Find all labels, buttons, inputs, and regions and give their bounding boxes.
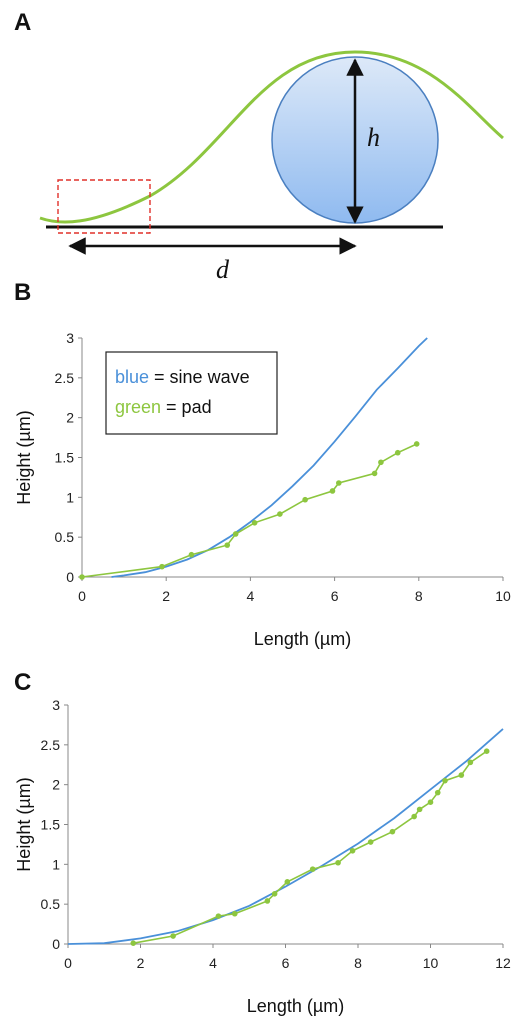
chart-c-y-tick-label: 0 (52, 936, 60, 952)
chart-c-point-pad (335, 859, 341, 866)
chart-c-point-pad (458, 772, 465, 778)
chart-b-y-axis-label: Height (µm) (14, 410, 34, 504)
chart-c-point-pad (416, 806, 423, 813)
chart-c-point-pad (467, 759, 474, 766)
legend-blue-word: blue (115, 367, 149, 387)
chart-c-point-pad (231, 910, 238, 917)
legend-green-word: green (115, 397, 161, 417)
chart-c-x-axis-label: Length (µm) (247, 996, 344, 1016)
chart-b-point-pad (302, 496, 308, 503)
chart-c-point-pad (389, 828, 396, 835)
chart-c-series-pad (133, 750, 488, 944)
chart-b-x-tick-label: 2 (162, 588, 170, 604)
chart-b-point-pad (371, 470, 378, 477)
distance-label: d (216, 255, 230, 284)
chart-b-y-tick-label: 0 (66, 569, 74, 585)
chart-c-point-pad (434, 789, 441, 796)
chart-b-point-pad (277, 511, 283, 517)
chart-b-point-pad (336, 480, 342, 486)
chart-c-point-pad (215, 913, 222, 919)
chart-c-point-pad (442, 777, 448, 784)
chart-c-x-tick-label: 0 (64, 955, 72, 971)
chart-b-point-pad (251, 520, 258, 526)
chart-c-y-tick-label: 3 (52, 697, 60, 713)
chart-c-point-pad (130, 940, 137, 947)
chart-c-point-pad (271, 891, 278, 897)
chart-c-x-tick-label: 6 (282, 955, 290, 971)
chart-b-point-pad (329, 488, 336, 494)
legend-entry-pad: green = pad (115, 397, 212, 417)
chart-c-point-pad (264, 898, 271, 904)
chart-c-point-pad (349, 847, 356, 854)
chart-b-x-tick-label: 4 (247, 588, 255, 604)
chart-b-series-sine-wave (111, 337, 428, 578)
chart-b-y-tick-label: 1.5 (55, 450, 75, 466)
chart-b-series-pad (81, 443, 418, 578)
legend: blue = sine wave green = pad (105, 351, 278, 435)
panel-a: A h d (14, 9, 504, 284)
chart-c-y-axis-label: Height (µm) (14, 777, 34, 871)
chart-b-point-pad (159, 563, 165, 570)
panel-b-label: B (14, 279, 31, 306)
chart-b-point-pad (394, 449, 401, 456)
legend-green-rest: = pad (161, 397, 212, 417)
chart-c-x-tick-label: 12 (495, 955, 511, 971)
chart-b-point-pad (188, 551, 195, 558)
height-label: h (367, 123, 380, 152)
chart-c-x-tick-label: 2 (137, 955, 145, 971)
chart-c-x-tick-label: 10 (423, 955, 439, 971)
chart-b-x-tick-label: 6 (331, 588, 339, 604)
chart-b: 0 0.5 1 1.5 2 2.5 3 0 2 4 6 8 10 Length (µm) Height (µ… (14, 330, 511, 649)
chart-c-point-pad (483, 748, 490, 755)
chart-c-y-tick-label: 1 (52, 856, 60, 872)
chart-b-y-tick-label: 1 (66, 489, 74, 505)
chart-c-y-tick-label: 0.5 (41, 896, 61, 912)
chart-b-y-tick-label: 3 (66, 330, 74, 346)
chart-c-x-tick-label: 8 (354, 955, 362, 971)
chart-c-y-tick-label: 2.5 (41, 737, 61, 753)
legend-entry-sine: blue = sine wave (115, 367, 250, 387)
chart-b-point-pad (224, 542, 231, 548)
pad-wave-curve (39, 50, 504, 224)
panel-c-label: C (14, 669, 31, 696)
chart-b-x-axis-label: Length (µm) (254, 629, 351, 649)
chart-c-point-pad (170, 933, 176, 939)
chart-c-point-pad (309, 866, 316, 872)
legend-box (105, 351, 278, 435)
chart-c-point-pad (367, 839, 374, 845)
chart-b-x-tick-label: 0 (78, 588, 86, 604)
chart-c-series-sine-wave (67, 728, 504, 945)
chart-c-point-pad (411, 813, 417, 820)
panel-b: B 0 0.5 1 1.5 2 2.5 3 0 2 4 6 8 10 Length (µm) Height … (14, 279, 511, 649)
panel-a-label: A (14, 9, 31, 36)
chart-b-point-pad (378, 459, 384, 466)
chart-c-x-tick-label: 4 (209, 955, 217, 971)
chart-b-point-pad (79, 574, 85, 580)
zoom-region-box (57, 179, 151, 234)
panel-c: C 0 0.5 1 1.5 2 2.5 3 0 2 4 6 8 10 12 Length (µm) Heigh… (14, 669, 511, 1016)
chart-b-y-tick-label: 0.5 (55, 529, 75, 545)
chart-b-y-tick-label: 2.5 (55, 370, 75, 386)
chart-c-y-tick-label: 2 (52, 777, 60, 793)
chart-b-point-pad (413, 441, 420, 447)
chart-b-x-tick-label: 10 (495, 588, 511, 604)
legend-blue-rest: = sine wave (149, 367, 250, 387)
chart-b-y-tick-label: 2 (66, 410, 74, 426)
chart-c-y-tick-label: 1.5 (41, 817, 61, 833)
chart-c: 0 0.5 1 1.5 2 2.5 3 0 2 4 6 8 10 12 Length (µm) Height … (14, 697, 511, 1016)
chart-b-x-tick-label: 8 (415, 588, 423, 604)
chart-c-point-pad (284, 879, 291, 885)
chart-c-point-pad (427, 799, 434, 805)
chart-b-point-pad (232, 531, 239, 537)
